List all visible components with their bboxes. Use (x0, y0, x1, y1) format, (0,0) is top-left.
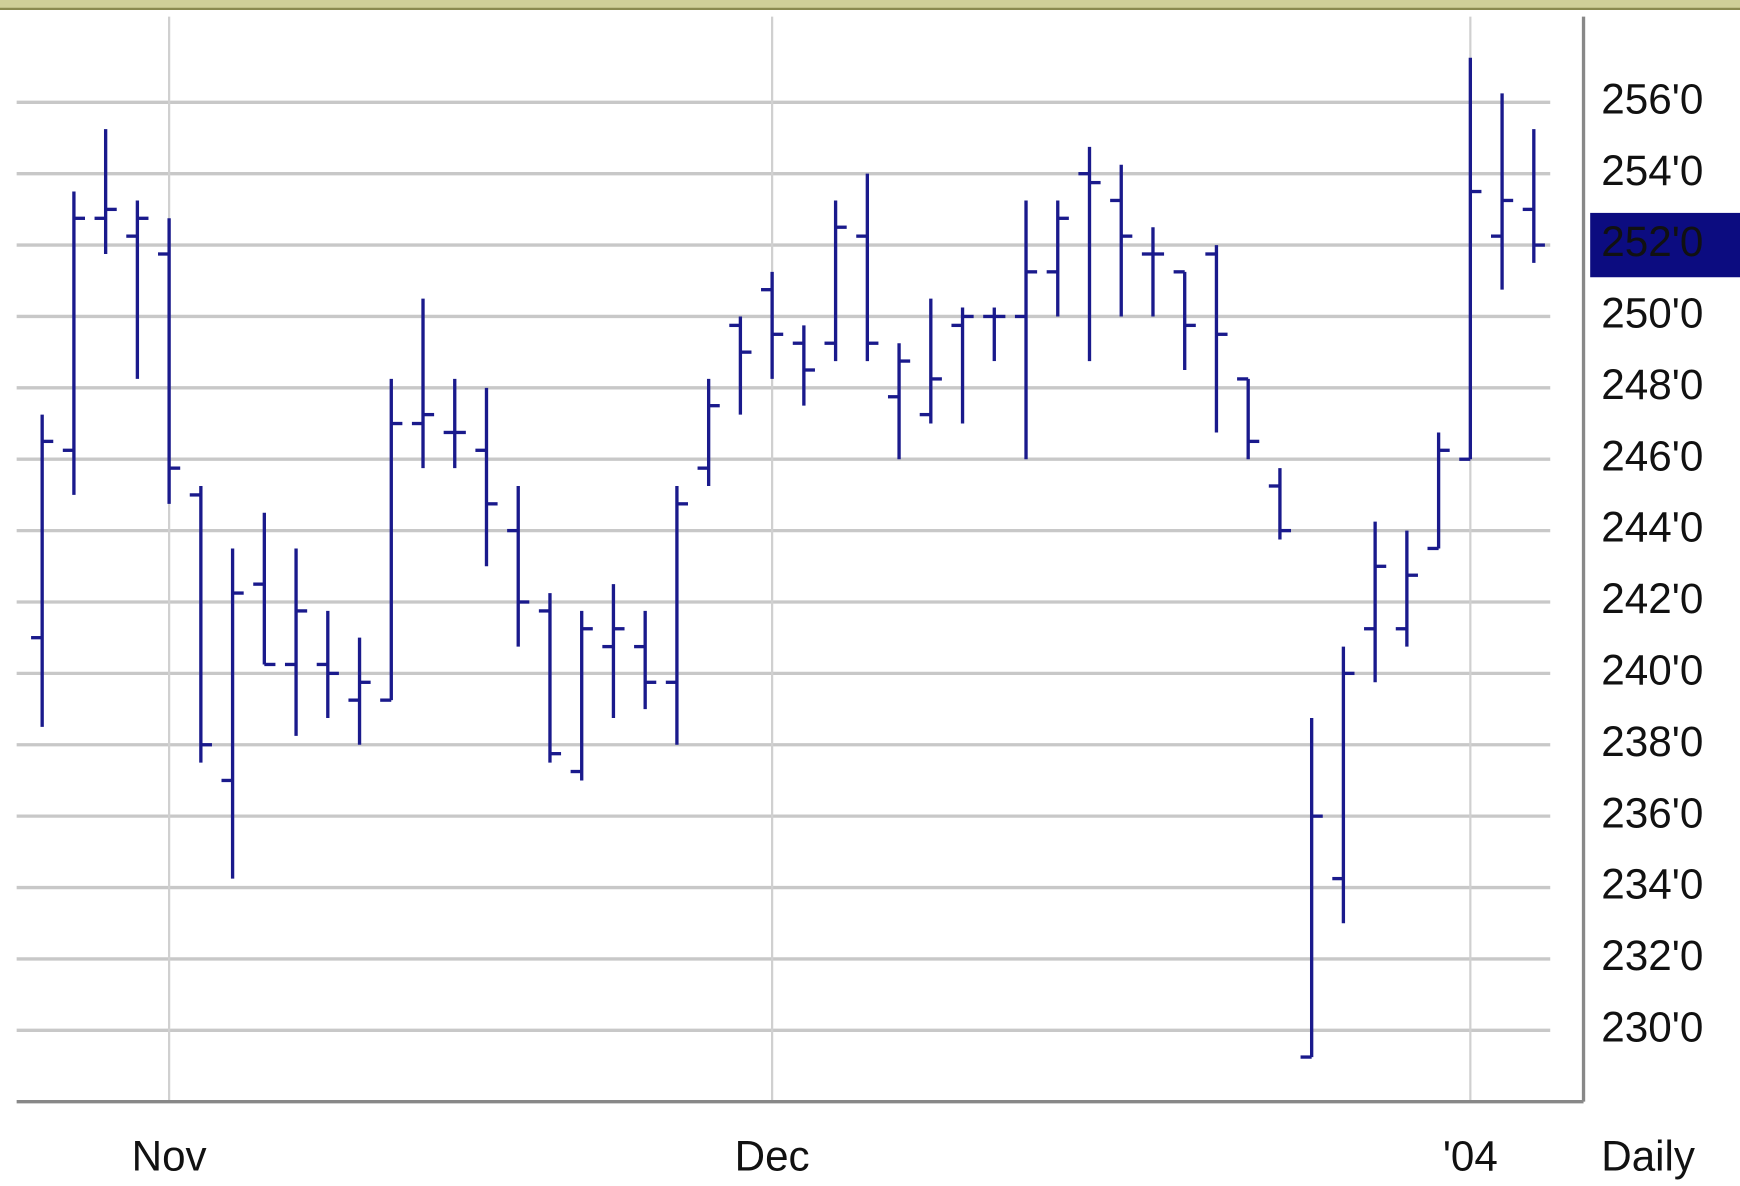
y-tick-label: 252'0 (1601, 218, 1703, 265)
top-band (0, 0, 1740, 9)
x-tick-label: Dec (735, 1133, 810, 1180)
y-tick-label: 232'0 (1601, 932, 1703, 979)
y-tick-label: 248'0 (1601, 361, 1703, 408)
y-tick-label: 246'0 (1601, 432, 1703, 479)
y-tick-label: 234'0 (1601, 861, 1703, 908)
x-tick-label: '04 (1443, 1133, 1498, 1180)
y-tick-label: 240'0 (1601, 647, 1703, 694)
y-tick-label: 244'0 (1601, 504, 1703, 551)
y-tick-label: 230'0 (1601, 1003, 1703, 1050)
bars (31, 57, 1545, 1059)
y-tick-label: 250'0 (1601, 290, 1703, 337)
y-tick-label: 236'0 (1601, 789, 1703, 836)
y-tick-label: 254'0 (1601, 147, 1703, 194)
labels: 230'0 232'0 234'0 236'0 238'0 240'0 242'0 244'0… (132, 75, 1740, 1180)
period-label: Daily (1601, 1133, 1695, 1180)
last-price-box (1590, 212, 1740, 278)
y-tick-label: 242'0 (1601, 575, 1703, 622)
x-tick-label: Nov (132, 1133, 207, 1180)
y-tick-label: 256'0 (1601, 75, 1703, 122)
grid (16, 16, 1551, 1102)
y-tick-label: 238'0 (1601, 718, 1703, 765)
